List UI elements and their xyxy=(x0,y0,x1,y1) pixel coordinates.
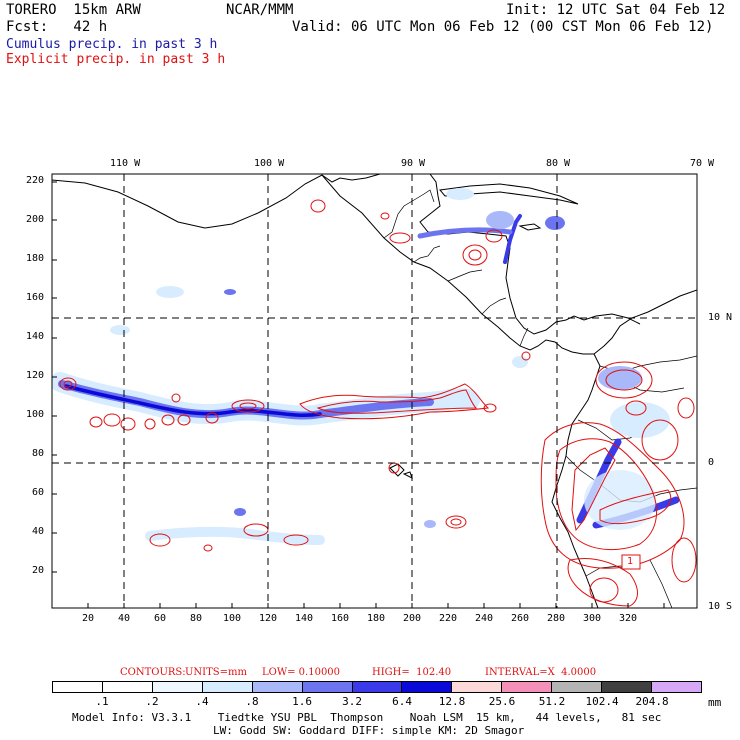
x-tick-label: 180 xyxy=(367,613,386,624)
x-tick-label: 300 xyxy=(583,613,602,624)
colorbar-level-label: 204.8 xyxy=(635,695,669,708)
y-tick-label: 60 xyxy=(32,487,45,498)
colorbar-swatch xyxy=(202,682,253,692)
colorbar-labels: .1 .2 .4 .8 1.6 3.2 6.4 12.8 25.6 51.2 102.4 204.8 xyxy=(0,696,740,708)
valid-time: Valid: 06 UTC Mon 06 Feb 12 (00 CST Mon … xyxy=(292,19,714,35)
colorbar-swatch xyxy=(652,682,701,692)
label-box-text: 1 xyxy=(627,556,634,567)
lat-label-10n: 10 N xyxy=(708,312,733,323)
x-tick-label: 60 xyxy=(154,613,167,624)
colorbar-swatch xyxy=(302,682,353,692)
colorbar-swatch xyxy=(402,682,453,692)
colorbar-swatch xyxy=(252,682,303,692)
colorbar-swatch xyxy=(502,682,553,692)
y-tick-label: 160 xyxy=(26,292,45,303)
country-borders xyxy=(383,189,529,347)
lat-label-equator: 0 xyxy=(708,457,715,468)
south-america-coastline xyxy=(551,353,601,608)
label-box xyxy=(621,554,641,570)
colorbar-level-label: .4 xyxy=(195,695,209,708)
colorbar-swatch xyxy=(102,682,153,692)
x-tick-label: 140 xyxy=(295,613,314,624)
contours-interval: INTERVAL=X 4.0000 xyxy=(485,667,597,678)
colorbar-level-label: 25.6 xyxy=(488,695,516,708)
colorbar-swatch xyxy=(452,682,503,692)
contours-low: LOW= 0.10000 xyxy=(262,667,341,678)
contours-units: UNITS=mm xyxy=(185,667,247,678)
lon-label-100w: 100 W xyxy=(254,158,285,169)
galapagos-islands xyxy=(389,463,413,479)
colorbar-swatch xyxy=(552,682,603,692)
axis-tick-marks xyxy=(52,181,665,608)
y-tick-label: 80 xyxy=(32,448,45,459)
colorbar-swatch xyxy=(53,682,103,692)
cumulus-precip-layer xyxy=(52,188,680,545)
colorbar xyxy=(52,681,702,693)
y-tick-label: 140 xyxy=(26,331,45,342)
x-tick-label: 220 xyxy=(439,613,458,624)
y-tick-label: 100 xyxy=(26,409,45,420)
y-tick-label: 40 xyxy=(32,526,45,537)
y-tick-label: 180 xyxy=(26,253,45,264)
explicit-legend-label: Explicit precip. in past 3 h xyxy=(6,52,226,67)
x-tick-label: 40 xyxy=(118,613,131,624)
model-info-line2: LW: Godd SW: Goddard DIFF: simple KM: 2D… xyxy=(213,724,525,737)
caribbean-coastline xyxy=(321,174,641,335)
y-tick-label: 220 xyxy=(26,175,45,186)
y-tick-label: 120 xyxy=(26,370,45,381)
colorbar-level-label: .2 xyxy=(145,695,159,708)
model-info-line1: Model Info: V3.3.1 Tiedtke YSU PBL Thomp… xyxy=(72,711,662,724)
lon-label-110w: 110 W xyxy=(110,158,141,169)
colorbar-swatch xyxy=(352,682,403,692)
lat-lon-grid xyxy=(52,174,697,608)
x-tick-label: 20 xyxy=(82,613,95,624)
lon-label-90w: 90 W xyxy=(401,158,426,169)
colorbar-level-label: .1 xyxy=(95,695,109,708)
south-america-north-coast xyxy=(593,289,697,355)
cumulus-legend-label: Cumulus precip. in past 3 h xyxy=(6,37,218,52)
colorbar-level-label: 102.4 xyxy=(585,695,619,708)
lon-label-70w: 70 W xyxy=(690,158,715,169)
contours-prefix: CONTOURS: xyxy=(120,667,186,678)
colorbar-level-label: 1.6 xyxy=(292,695,312,708)
x-tick-label: 200 xyxy=(403,613,422,624)
y-tick-label: 200 xyxy=(26,214,45,225)
colorbar-level-label: 3.2 xyxy=(342,695,362,708)
colorbar-swatch xyxy=(152,682,203,692)
colorbar-level-label: 6.4 xyxy=(392,695,412,708)
lat-label-10s: 10 S xyxy=(708,601,733,612)
colorbar-level-label: 12.8 xyxy=(438,695,466,708)
institution-label: NCAR/MMM xyxy=(226,2,294,18)
contours-high: HIGH= 102.40 xyxy=(372,667,452,678)
colorbar-level-label: .8 xyxy=(245,695,259,708)
x-tick-label: 320 xyxy=(619,613,638,624)
forecast-hour: Fcst: 42 h xyxy=(6,19,108,35)
y-tick-label: 20 xyxy=(32,565,45,576)
x-tick-label: 280 xyxy=(547,613,566,624)
x-tick-label: 100 xyxy=(223,613,242,624)
map-frame xyxy=(51,173,698,609)
colorbar-level-label: 51.2 xyxy=(538,695,566,708)
x-tick-label: 160 xyxy=(331,613,350,624)
x-tick-label: 240 xyxy=(475,613,494,624)
model-title: TORERO 15km ARW xyxy=(6,2,141,18)
x-tick-label: 80 xyxy=(190,613,203,624)
lon-label-80w: 80 W xyxy=(546,158,571,169)
init-time: Init: 12 UTC Sat 04 Feb 12 xyxy=(506,2,726,18)
x-tick-label: 120 xyxy=(259,613,278,624)
colorbar-swatch xyxy=(602,682,653,692)
explicit-precip-contours xyxy=(59,199,697,607)
x-tick-label: 260 xyxy=(511,613,530,624)
colorbar-unit: mm xyxy=(708,696,722,709)
